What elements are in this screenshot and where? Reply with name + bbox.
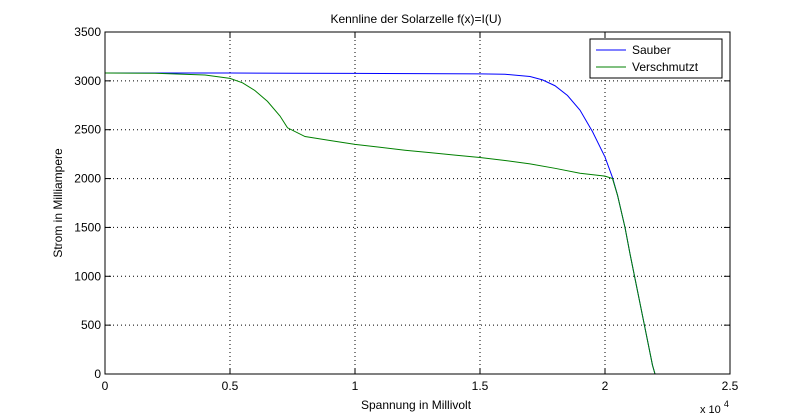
- legend-label-sauber: Sauber: [632, 43, 671, 57]
- y-tick-label: 2500: [74, 123, 101, 137]
- legend-label-verschmutzt: Verschmutzt: [632, 60, 699, 74]
- y-axis-label: Strom in Milliampere: [51, 148, 65, 258]
- y-tick-label: 1500: [74, 220, 101, 234]
- y-tick-label: 2000: [74, 172, 101, 186]
- legend: Sauber Verschmutzt: [589, 38, 723, 79]
- x-tick-label: 0: [102, 379, 109, 393]
- x-tick-label: 2: [602, 379, 609, 393]
- chart-title: Kennline der Solarzelle f(x)=I(U): [330, 12, 501, 26]
- legend-box: [589, 38, 723, 79]
- x-multiplier-label: x 10 4: [700, 399, 729, 416]
- x-tick-label: 0.5: [222, 379, 239, 393]
- y-tick-label: 1000: [74, 269, 101, 283]
- x-tick-label: 2.5: [722, 379, 739, 393]
- x-multiplier-base: x 10: [700, 404, 721, 416]
- y-tick-label: 3500: [74, 25, 101, 39]
- x-axis-label: Spannung in Millivolt: [361, 398, 472, 412]
- plot-background: [105, 32, 730, 374]
- y-tick-label: 3000: [74, 74, 101, 88]
- series-line-verschmutzt: [104, 72, 656, 375]
- y-tick-label: 500: [81, 318, 101, 332]
- x-multiplier-exponent: 4: [724, 399, 729, 409]
- x-tick-label: 1.5: [472, 379, 489, 393]
- plot-area: 0 0.5 1 1.5 2 2.5 0 500 1000 1500 2000 2500 3000 3500: [74, 25, 738, 393]
- x-tick-label: 1: [352, 379, 359, 393]
- plot-frame: [104, 31, 731, 375]
- y-tick-label: 0: [94, 367, 101, 381]
